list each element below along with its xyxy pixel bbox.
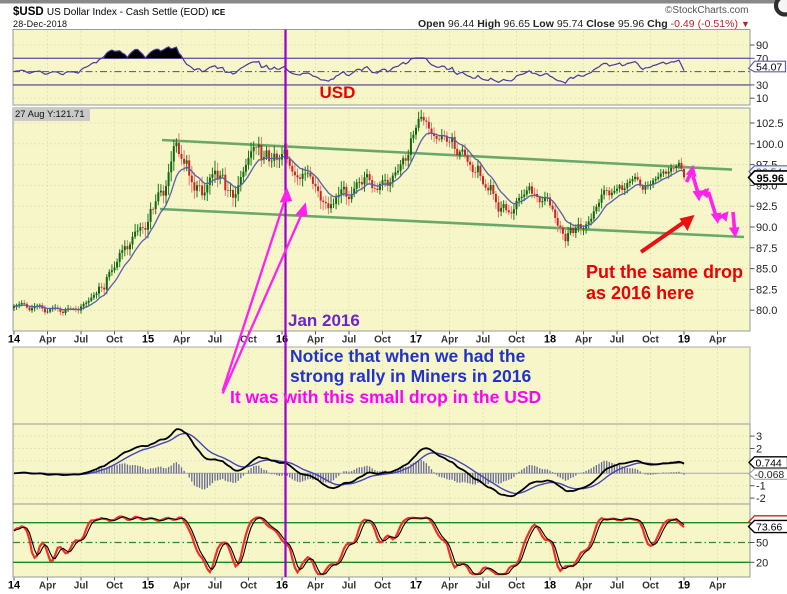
svg-text:73.66: 73.66 [756, 522, 782, 534]
svg-text:Oct: Oct [374, 335, 391, 346]
svg-text:85.0: 85.0 [756, 264, 777, 276]
svg-text:Apr: Apr [307, 335, 324, 346]
svg-text:90: 90 [756, 40, 768, 52]
svg-text:Jul: Jul [342, 335, 357, 346]
svg-text:Oct: Oct [508, 335, 525, 346]
svg-text:102.5: 102.5 [756, 118, 784, 130]
svg-text:14: 14 [8, 334, 21, 346]
svg-text:14: 14 [8, 580, 21, 592]
svg-text:Oct: Oct [106, 335, 123, 346]
svg-text:Oct: Oct [508, 581, 525, 592]
svg-text:Jul: Jul [610, 335, 625, 346]
svg-text:16: 16 [276, 580, 288, 592]
svg-text:20: 20 [756, 557, 768, 569]
svg-text:Apr: Apr [575, 581, 592, 592]
svg-text:3: 3 [756, 431, 762, 443]
svg-text:80.0: 80.0 [756, 305, 777, 317]
svg-text:17: 17 [410, 580, 422, 592]
svg-text:-1: -1 [756, 481, 766, 493]
svg-text:Oct: Oct [642, 581, 659, 592]
svg-text:2: 2 [756, 444, 762, 456]
svg-text:18: 18 [544, 334, 556, 346]
svg-text:19: 19 [678, 334, 690, 346]
svg-text:87.5: 87.5 [756, 243, 777, 255]
svg-text:82.5: 82.5 [756, 284, 777, 296]
svg-text:15: 15 [142, 580, 154, 592]
svg-text:90.0: 90.0 [756, 222, 777, 234]
svg-text:10: 10 [756, 93, 768, 105]
svg-text:Apr: Apr [39, 335, 56, 346]
svg-text:Apr: Apr [441, 581, 458, 592]
svg-text:Jul: Jul [476, 335, 491, 346]
svg-text:Apr: Apr [39, 581, 56, 592]
svg-text:54.07: 54.07 [756, 61, 782, 73]
svg-text:17: 17 [410, 334, 422, 346]
svg-text:Jul: Jul [476, 581, 491, 592]
svg-text:Jul: Jul [208, 335, 223, 346]
svg-text:92.5: 92.5 [756, 201, 777, 213]
svg-text:Jul: Jul [610, 581, 625, 592]
svg-text:50: 50 [756, 538, 768, 550]
svg-text:Jul: Jul [74, 581, 89, 592]
svg-text:95.96: 95.96 [757, 173, 785, 185]
svg-text:18: 18 [544, 580, 556, 592]
svg-text:Jul: Jul [74, 335, 89, 346]
svg-text:19: 19 [678, 580, 690, 592]
svg-text:15: 15 [142, 334, 154, 346]
svg-text:Apr: Apr [173, 335, 190, 346]
svg-text:Apr: Apr [441, 335, 458, 346]
svg-text:Oct: Oct [374, 581, 391, 592]
svg-text:Jul: Jul [342, 581, 357, 592]
svg-text:Apr: Apr [709, 335, 726, 346]
svg-text:Oct: Oct [642, 335, 659, 346]
svg-text:Oct: Oct [240, 581, 257, 592]
svg-text:Oct: Oct [240, 335, 257, 346]
svg-text:Apr: Apr [709, 581, 726, 592]
svg-text:Apr: Apr [575, 335, 592, 346]
svg-text:Jul: Jul [208, 581, 223, 592]
svg-text:Apr: Apr [173, 581, 190, 592]
svg-text:0.744: 0.744 [756, 457, 782, 469]
svg-text:-0.068: -0.068 [755, 469, 785, 481]
svg-text:100.0: 100.0 [756, 139, 784, 151]
svg-text:Oct: Oct [106, 581, 123, 592]
svg-text:-2: -2 [756, 493, 766, 505]
svg-text:Apr: Apr [307, 581, 324, 592]
svg-text:30: 30 [756, 80, 768, 92]
